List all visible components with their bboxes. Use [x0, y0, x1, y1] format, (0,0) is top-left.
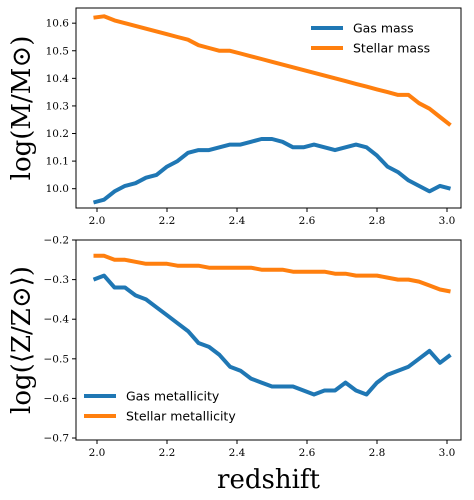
- y-tick-label: −0.6: [44, 393, 70, 405]
- bottom-panel: 2.0 2.2 2.4 2.6 2.8 3.0 −0.2 −0.3 −0.4 −0.5 −0.6 −0…: [7, 235, 462, 495]
- y-axis-label: log(M/M⊙): [7, 36, 37, 181]
- legend-label: Stellar mass: [353, 41, 430, 56]
- x-axis-label: redshift: [217, 465, 320, 495]
- y-tick-label: 10.0: [46, 183, 69, 195]
- series-line-1-1: [93, 253, 451, 294]
- axes-frame: [75, 7, 462, 209]
- legend-label: Stellar metallicity: [126, 409, 236, 424]
- y-tick-label: 10.2: [46, 128, 69, 140]
- y-tick-label: 10.3: [46, 100, 69, 112]
- legend-label: Gas metallicity: [126, 389, 220, 404]
- x-tick-label: 2.8: [369, 447, 386, 459]
- y-tick-label: 10.1: [46, 156, 69, 168]
- x-tick-label: 2.6: [299, 447, 316, 459]
- series-line-0-1: [93, 14, 452, 127]
- y-tick-label: 10.5: [46, 45, 69, 57]
- x-tick-label: 2.0: [89, 447, 106, 459]
- x-tick-label: 2.0: [89, 215, 106, 227]
- y-tick-label: 10.4: [46, 73, 70, 85]
- y-axis-label: log(⟨Z/Z⊙⟩): [7, 266, 37, 414]
- top-panel: 2.0 2.2 2.4 2.6 2.8 3.0 10.0 10.1 10.2 10.3 10.4 10…: [7, 7, 462, 227]
- x-tick-label: 3.0: [439, 447, 456, 459]
- y-tick-label: −0.7: [44, 433, 70, 445]
- series-line-0-0: [92, 137, 452, 205]
- x-tick-label: 2.2: [159, 447, 176, 459]
- legend: Gas metallicity Stellar metallicity: [84, 389, 236, 424]
- x-tick-label: 2.4: [229, 447, 246, 459]
- x-tick-label: 2.4: [229, 215, 246, 227]
- x-tick-label: 2.2: [159, 215, 176, 227]
- y-tick-label: 10.6: [46, 18, 70, 30]
- series-line-1-0: [92, 273, 452, 397]
- x-tick-label: 3.0: [439, 215, 456, 227]
- x-tick-label: 2.8: [369, 215, 386, 227]
- y-tick-label: −0.3: [44, 274, 70, 286]
- x-tick-label: 2.6: [299, 215, 316, 227]
- y-tick-label: −0.2: [44, 235, 70, 247]
- axes-frame: [75, 239, 462, 441]
- y-tick-label: −0.4: [44, 314, 70, 326]
- legend-label: Gas mass: [353, 21, 414, 36]
- y-tick-label: −0.5: [44, 353, 70, 365]
- legend: Gas mass Stellar mass: [311, 21, 430, 56]
